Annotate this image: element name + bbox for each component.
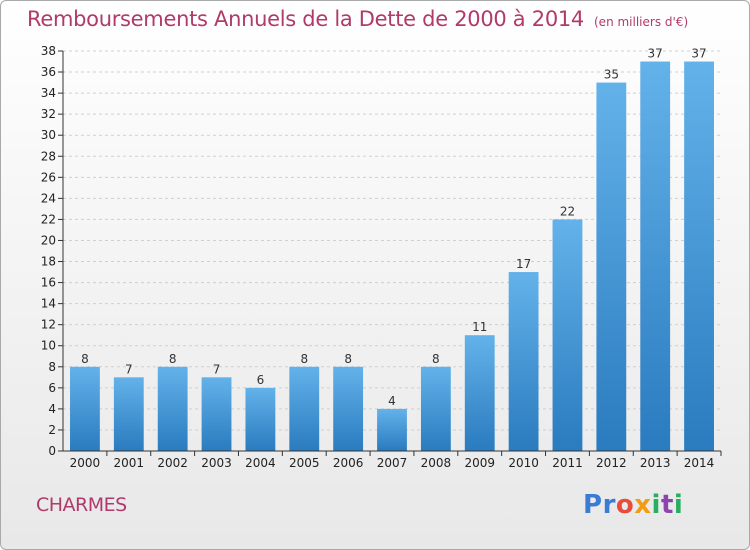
x-tick-label-2003: 2003 [201,456,232,470]
x-tick-label-2011: 2011 [552,456,583,470]
x-tick-label-2008: 2008 [421,456,452,470]
bars [70,61,714,452]
chart-title-text: Remboursements Annuels de la Dette de 20… [27,7,584,31]
x-tick-label-2007: 2007 [377,456,408,470]
proxiti-logo: Proxiti [583,490,683,520]
data-label-2007: 4 [388,394,396,408]
bar-2011 [552,219,583,451]
data-label-2010: 17 [516,257,531,271]
y-tick-label: 36 [41,65,56,79]
y-tick-label: 4 [48,402,56,416]
city-name: CHARMES [36,494,127,516]
x-tick-label-2000: 2000 [70,456,101,470]
bar-2007 [377,408,407,451]
y-tick-label: 12 [41,318,56,332]
y-tick-label: 6 [48,381,56,395]
data-label-2001: 7 [125,362,133,376]
logo-letter: x [634,490,652,520]
data-label-2000: 8 [81,352,89,366]
data-label-2002: 8 [169,352,177,366]
logo-letter: t [660,490,674,520]
y-tick-label: 16 [41,276,56,290]
bar-2010 [508,272,539,451]
data-label-2003: 7 [213,362,221,376]
bar-2001 [113,377,144,451]
data-label-2012: 35 [604,68,619,82]
y-tick-label: 30 [41,128,56,142]
bar-2012 [596,82,627,451]
x-tick-label-2012: 2012 [596,456,627,470]
logo-letter: i [651,490,661,520]
data-label-2008: 8 [432,352,440,366]
bar-2004 [245,387,276,451]
x-tick-label-2010: 2010 [508,456,539,470]
data-label-2013: 37 [648,47,663,61]
y-tick-label: 2 [48,423,56,437]
y-tick-label: 8 [48,360,56,374]
logo-letter: i [673,490,684,520]
bar-2005 [289,366,320,451]
bar-2009 [464,335,495,451]
y-tick-label: 0 [48,444,56,458]
y-tick-label: 18 [41,255,56,269]
x-tick-label-2013: 2013 [640,456,671,470]
y-tick-label: 32 [41,107,56,121]
data-label-2006: 8 [344,352,352,366]
bar-2002 [157,366,188,451]
data-label-2014: 37 [691,47,706,61]
x-tick-label-2004: 2004 [245,456,276,470]
chart-unit: (en milliers d'€) [594,15,689,29]
x-tick-label-2009: 2009 [464,456,495,470]
bar-2013 [640,61,671,452]
data-label-2005: 8 [300,352,308,366]
x-tick-label-2001: 2001 [114,456,145,470]
data-label-2004: 6 [257,373,265,387]
logo-letter: P [583,490,603,520]
data-label-2009: 11 [472,320,487,334]
logo-letter: o [615,490,635,520]
y-tick-label: 26 [41,170,56,184]
y-tick-label: 28 [41,149,56,163]
x-tick-label-2014: 2014 [684,456,715,470]
chart-title: Remboursements Annuels de la Dette de 20… [27,7,688,31]
bar-2003 [201,377,232,451]
y-tick-label: 34 [41,86,56,100]
bar-2000 [70,366,100,451]
x-tick-label-2002: 2002 [157,456,188,470]
bar-2008 [420,366,451,451]
bar-2014 [684,61,714,452]
x-tick-label-2006: 2006 [333,456,364,470]
y-tick-label: 24 [41,191,56,205]
data-labels: 8 7 8 7 6 8 8 4 8 11 17 22 35 37 37 [81,47,707,408]
y-tick-label: 10 [41,339,56,353]
y-tick-label: 20 [41,233,56,247]
y-tick-label: 14 [41,297,56,311]
x-tick-label-2005: 2005 [289,456,320,470]
y-tick-label: 22 [41,212,56,226]
logo-letter: r [602,490,616,520]
data-label-2011: 22 [560,204,575,218]
y-tick-label: 38 [41,44,56,58]
bar-2006 [333,366,364,451]
